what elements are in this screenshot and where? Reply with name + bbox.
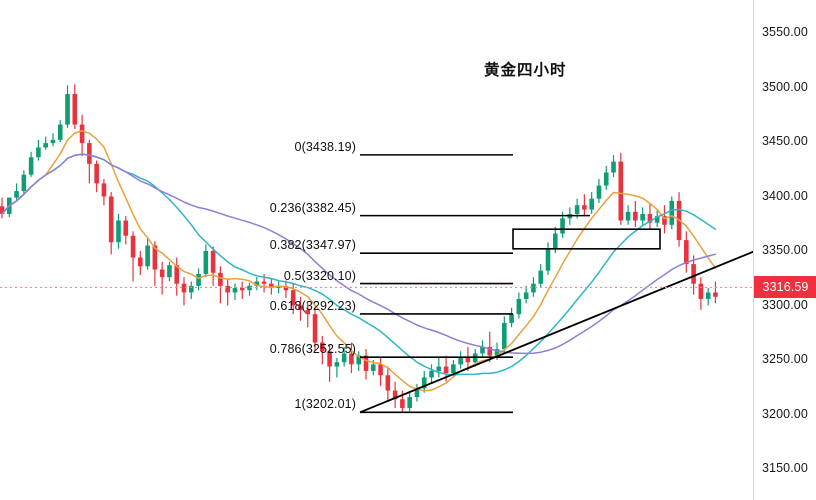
price-tick: 3200.00 <box>762 406 808 421</box>
fib-level-label: 0.5(3320.10) <box>283 268 356 283</box>
candlestick-series <box>0 84 718 413</box>
fib-level-label: 0(3438.19) <box>294 139 356 154</box>
fib-level-label: 1(3202.01) <box>294 397 356 412</box>
price-tick: 3550.00 <box>762 25 808 39</box>
price-tick: 3300.00 <box>762 297 808 312</box>
fib-level-label: 0.382(3347.97) <box>269 238 356 253</box>
chart-annotations <box>359 228 756 414</box>
price-tick: 3450.00 <box>762 134 808 148</box>
moving-average-lines <box>1 130 717 392</box>
price-tick: 3150.00 <box>762 461 808 475</box>
fibonacci-retracement-lines <box>360 154 590 414</box>
price-tick: 3400.00 <box>762 188 808 203</box>
current-price-badge: 3316.59 <box>754 276 816 299</box>
fib-level-label: 0.618(3292.23) <box>269 298 356 313</box>
price-tick: 3350.00 <box>762 243 808 257</box>
chart-title: 黄金四小时 <box>484 62 567 79</box>
price-tick: 3500.00 <box>762 79 808 94</box>
fib-level-label: 0.236(3382.45) <box>269 200 356 215</box>
price-axis[interactable]: 3550.00 3500.00 3450.00 3400.00 3350.00 3300.… <box>753 0 816 500</box>
price-tick: 3250.00 <box>762 352 808 366</box>
fib-level-label: 0.786(3252.55) <box>269 342 356 357</box>
